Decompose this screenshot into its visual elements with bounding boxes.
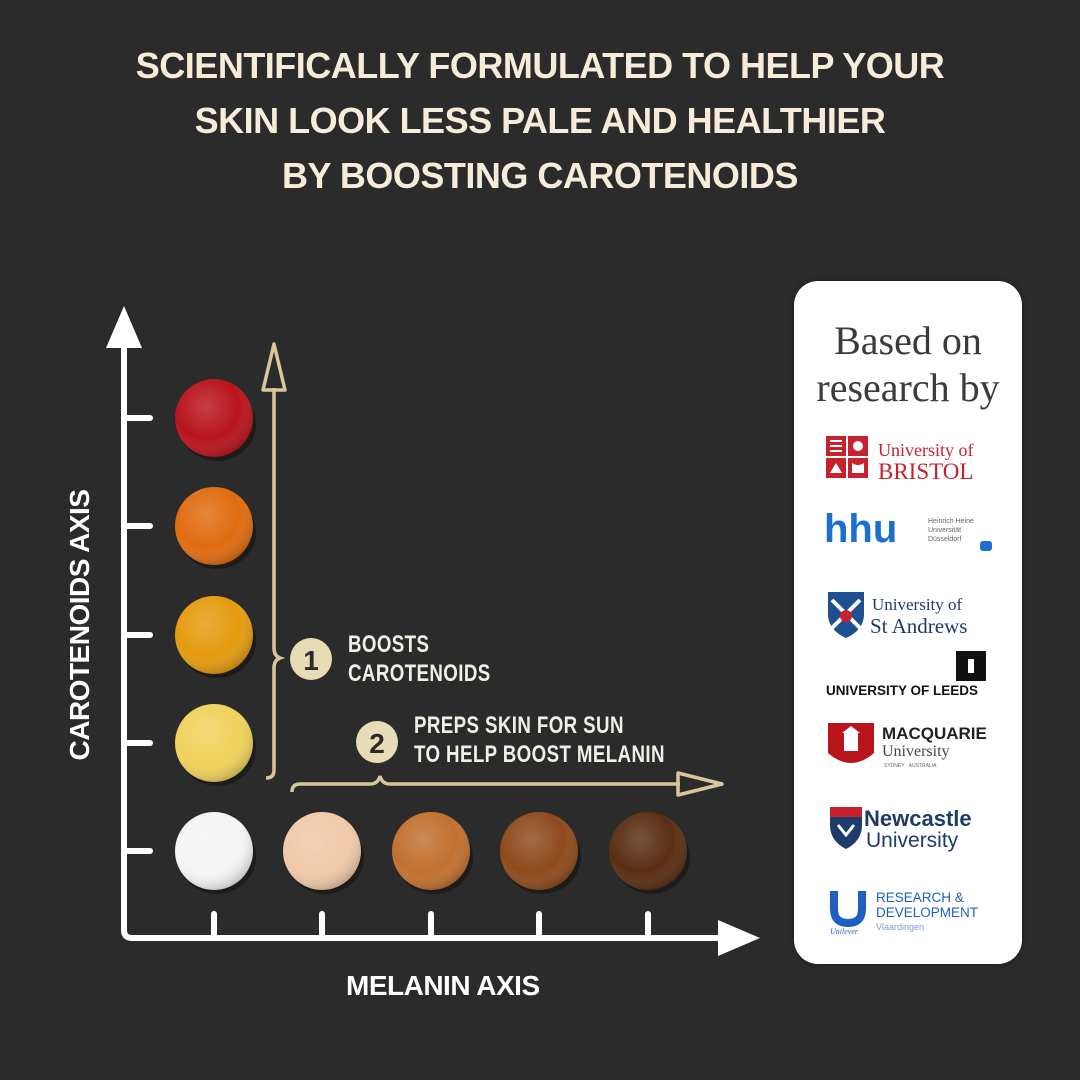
panel-title-line-1: Based on (834, 318, 982, 363)
step-2-line-1: PREPS SKIN FOR SUN (414, 712, 624, 739)
carotenoid-swatch (175, 487, 256, 569)
hhu-dot-icon (980, 541, 992, 551)
step-2-text: PREPS SKIN FOR SUN TO HELP BOOST MELANIN (414, 711, 665, 769)
bristol-line-2: BRISTOL (878, 459, 973, 484)
step-2-number: 2 (369, 728, 385, 759)
bristol-crest-icon (826, 436, 868, 478)
melanin-swatches (175, 812, 690, 894)
headline-line-1: SCIENTIFICALLY FORMULATED TO HELP YOUR (135, 45, 945, 86)
unilever-line-2: DEVELOPMENT (876, 905, 978, 920)
research-panel: Based on research by University of BRIST… (794, 281, 1022, 964)
x-axis-label: MELANIN AXIS (346, 970, 540, 1001)
university-of-bristol-logo: University of BRISTOL (794, 431, 1022, 486)
panel-title-line-2: research by (816, 365, 1000, 410)
melanin-swatch (609, 812, 690, 894)
panel-title: Based on research by (794, 317, 1022, 411)
st-andrews-line-1: University of (872, 595, 963, 614)
macquarie-line-1: MACQUARIE (882, 724, 987, 743)
unilever-wordmark: Unilever (830, 927, 859, 936)
y-axis-label: CAROTENOIDS AXIS (64, 489, 95, 761)
newcastle-university-logo: Newcastle University (794, 801, 1022, 856)
step-2-badge: 2 (356, 721, 398, 763)
melanin-swatch (392, 812, 473, 894)
unilever-research-development-logo: Unilever RESEARCH & DEVELOPMENT Vlaardin… (794, 885, 1022, 940)
macquarie-university-logo: MACQUARIE University SYDNEY · AUSTRALIA (794, 719, 1022, 774)
st-andrews-line-2: St Andrews (870, 614, 967, 638)
university-of-st-andrews-logo: University of St Andrews (794, 586, 1022, 641)
step-1-number: 1 (303, 645, 319, 676)
headline-line-2: SKIN LOOK LESS PALE AND HEALTHIER (194, 100, 886, 141)
y-axis-arrowhead (106, 306, 142, 348)
unilever-line-1: RESEARCH & (876, 890, 964, 905)
leeds-line-1: UNIVERSITY OF LEEDS (826, 683, 978, 698)
step-2-bracket-arrow (290, 771, 724, 797)
newcastle-shield-icon (830, 807, 862, 849)
newcastle-line-2: University (866, 829, 959, 852)
carotenoid-swatch (175, 704, 256, 786)
step-1-text: BOOSTS CAROTENOIDS (348, 630, 491, 688)
melanin-swatch (500, 812, 581, 894)
hhu-line-3: Düsseldorf (928, 536, 962, 543)
hhu-line-2: Universität (928, 527, 961, 534)
x-axis-arrowhead (718, 920, 760, 956)
carotenoid-swatch (175, 379, 256, 461)
axes (106, 306, 760, 956)
hhu-line-1: Heinrich Heine (928, 518, 974, 525)
carotenoid-swatches (175, 379, 256, 786)
step-2-line-2: TO HELP BOOST MELANIN (414, 741, 665, 768)
macquarie-crest-icon (828, 723, 874, 763)
headline-line-3: BY BOOSTING CAROTENOIDS (282, 155, 798, 196)
step-1-bracket-arrow (261, 342, 287, 780)
macquarie-line-3: SYDNEY · AUSTRALIA (884, 763, 937, 769)
bristol-line-1: University of (878, 440, 973, 460)
st-andrews-shield-icon (828, 592, 864, 638)
step-1-line-2: CAROTENOIDS (348, 660, 491, 687)
hhu-mark: hhu (824, 507, 897, 551)
melanin-swatch (283, 812, 364, 894)
unilever-line-3: Vlaardingen (876, 922, 924, 932)
hhu-logo: hhu Heinrich Heine Universität Düsseldor… (794, 506, 1022, 556)
unilever-u-icon (830, 891, 866, 928)
carotenoid-swatch (175, 596, 256, 678)
macquarie-line-2: University (882, 743, 950, 760)
y-axis-line (121, 335, 738, 941)
newcastle-line-1: Newcastle (864, 806, 972, 831)
headline: SCIENTIFICALLY FORMULATED TO HELP YOUR S… (0, 38, 1080, 203)
step-1-badge: 1 (290, 638, 332, 680)
melanin-swatch (175, 812, 256, 894)
university-of-leeds-logo: UNIVERSITY OF LEEDS (794, 649, 1022, 699)
step-1-line-1: BOOSTS (348, 631, 430, 658)
